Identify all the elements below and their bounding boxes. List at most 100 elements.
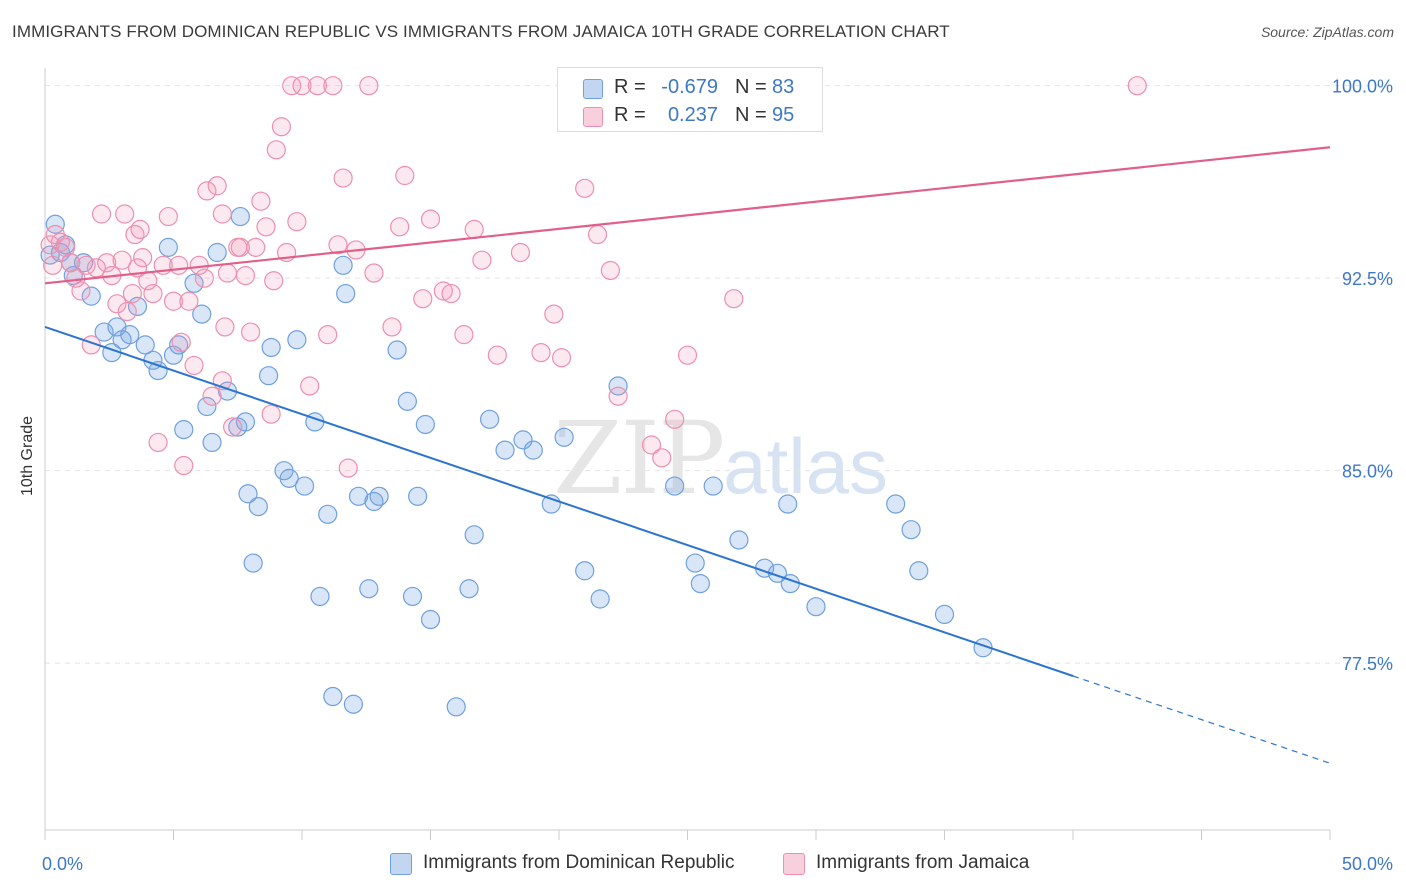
point-jamaica — [328, 235, 348, 255]
point-dominican — [523, 440, 543, 460]
point-dominican — [909, 561, 929, 581]
point-dominican — [120, 325, 140, 345]
point-jamaica — [323, 76, 343, 96]
legend-swatch-pink — [583, 107, 603, 127]
point-jamaica — [282, 76, 302, 96]
bottom-legend-label: Immigrants from Jamaica — [816, 852, 1030, 873]
point-dominican — [184, 273, 204, 293]
point-jamaica — [333, 168, 353, 188]
point-dominican — [420, 609, 441, 630]
legend-n-value: 83 — [772, 76, 795, 98]
point-jamaica — [246, 237, 266, 257]
legend-r-value: 0.237 — [667, 104, 718, 126]
point-jamaica — [390, 217, 410, 237]
point-jamaica — [359, 76, 379, 96]
point-dominican — [886, 494, 906, 514]
point-jamaica — [107, 294, 127, 314]
point-jamaica — [544, 304, 564, 324]
point-dominican — [169, 335, 189, 355]
point-dominican — [397, 391, 417, 411]
point-dominican — [318, 504, 338, 524]
point-dominican — [703, 476, 723, 496]
point-dominican — [901, 520, 921, 540]
point-jamaica — [271, 117, 292, 137]
point-dominican — [480, 409, 500, 429]
point-jamaica — [441, 283, 461, 304]
point-dominican — [238, 484, 258, 504]
point-dominican — [464, 525, 484, 545]
point-dominican — [402, 586, 423, 607]
point-dominican — [554, 427, 574, 447]
point-jamaica — [464, 219, 484, 239]
tick-labels: 77.5% 85.0% 92.5% 100.0% 0.0% 50.0% — [42, 77, 1393, 874]
point-dominican — [207, 242, 227, 263]
legend-n-value: 95 — [772, 104, 795, 126]
point-jamaica — [382, 317, 402, 337]
point-jamaica — [115, 204, 135, 224]
point-dominican — [202, 432, 222, 453]
point-jamaica — [184, 355, 204, 376]
point-jamaica — [55, 237, 76, 257]
legend-row-jamaica: R = 0.237 N = 95 — [558, 101, 822, 131]
point-dominican — [261, 337, 281, 358]
point-jamaica — [454, 325, 474, 345]
point-dominican — [310, 586, 330, 607]
point-jamaica — [194, 268, 214, 288]
point-jamaica — [71, 281, 91, 301]
watermark: ZIPatlas — [553, 400, 888, 517]
point-jamaica — [43, 255, 63, 275]
point-jamaica — [608, 386, 628, 406]
point-dominican — [364, 491, 384, 512]
correlation-legend: R = -0.679 N = 83 R = 0.237 N = 95 — [557, 67, 823, 132]
point-jamaica — [179, 291, 199, 311]
point-jamaica — [318, 325, 338, 345]
watermark-zip: ZIP — [553, 400, 725, 517]
point-jamaica — [264, 271, 284, 291]
point-jamaica — [143, 283, 163, 304]
point-dominican — [415, 414, 435, 435]
point-jamaica — [413, 289, 433, 309]
point-jamaica — [292, 76, 312, 96]
legend-n-label: N = — [735, 76, 767, 98]
bottom-legend-label: Immigrants from Dominican Republic — [423, 852, 735, 873]
grid-lines — [45, 85, 1390, 664]
point-jamaica — [117, 301, 137, 322]
point-dominican — [348, 486, 369, 506]
legend-r-value: -0.679 — [661, 76, 718, 98]
point-dominican — [459, 579, 479, 599]
point-dominican — [192, 304, 212, 324]
point-jamaica — [125, 224, 145, 245]
point-dominican — [279, 468, 299, 488]
point-jamaica — [433, 281, 453, 301]
point-jamaica — [641, 435, 662, 455]
point-dominican — [127, 296, 148, 316]
point-dominican — [294, 476, 315, 496]
point-dominican — [513, 430, 533, 450]
watermark-atlas: atlas — [723, 422, 889, 510]
point-jamaica — [587, 224, 608, 245]
point-jamaica — [1127, 76, 1147, 96]
point-dominican — [778, 494, 798, 514]
point-dominican — [81, 286, 101, 306]
x-tick-label: 0.0% — [42, 854, 83, 874]
point-dominican — [197, 396, 217, 417]
point-jamaica — [575, 178, 595, 198]
point-dominican — [148, 360, 168, 381]
y-axis-label: 10th Grade — [19, 415, 36, 497]
point-jamaica — [148, 432, 168, 453]
series-dominican-republic — [40, 206, 993, 717]
point-dominican — [323, 686, 343, 707]
point-jamaica — [510, 242, 531, 263]
point-dominican — [94, 322, 114, 342]
point-dominican — [243, 553, 263, 573]
point-jamaica — [130, 219, 150, 239]
point-dominican — [343, 694, 363, 714]
legend-r-label: R = — [614, 104, 646, 126]
point-jamaica — [487, 345, 507, 365]
point-jamaica — [531, 343, 551, 363]
point-jamaica — [338, 458, 358, 478]
source-credit: Source: ZipAtlas.com — [1260, 24, 1394, 40]
y-tick-label: 77.5% — [1342, 654, 1393, 674]
point-jamaica — [50, 232, 71, 252]
